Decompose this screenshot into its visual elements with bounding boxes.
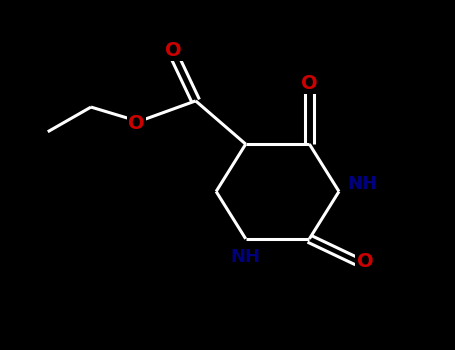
Text: O: O <box>301 74 318 93</box>
Text: NH: NH <box>348 175 378 193</box>
Text: NH: NH <box>231 248 261 266</box>
Text: O: O <box>165 41 181 60</box>
Text: O: O <box>357 252 374 271</box>
Text: O: O <box>128 114 145 133</box>
